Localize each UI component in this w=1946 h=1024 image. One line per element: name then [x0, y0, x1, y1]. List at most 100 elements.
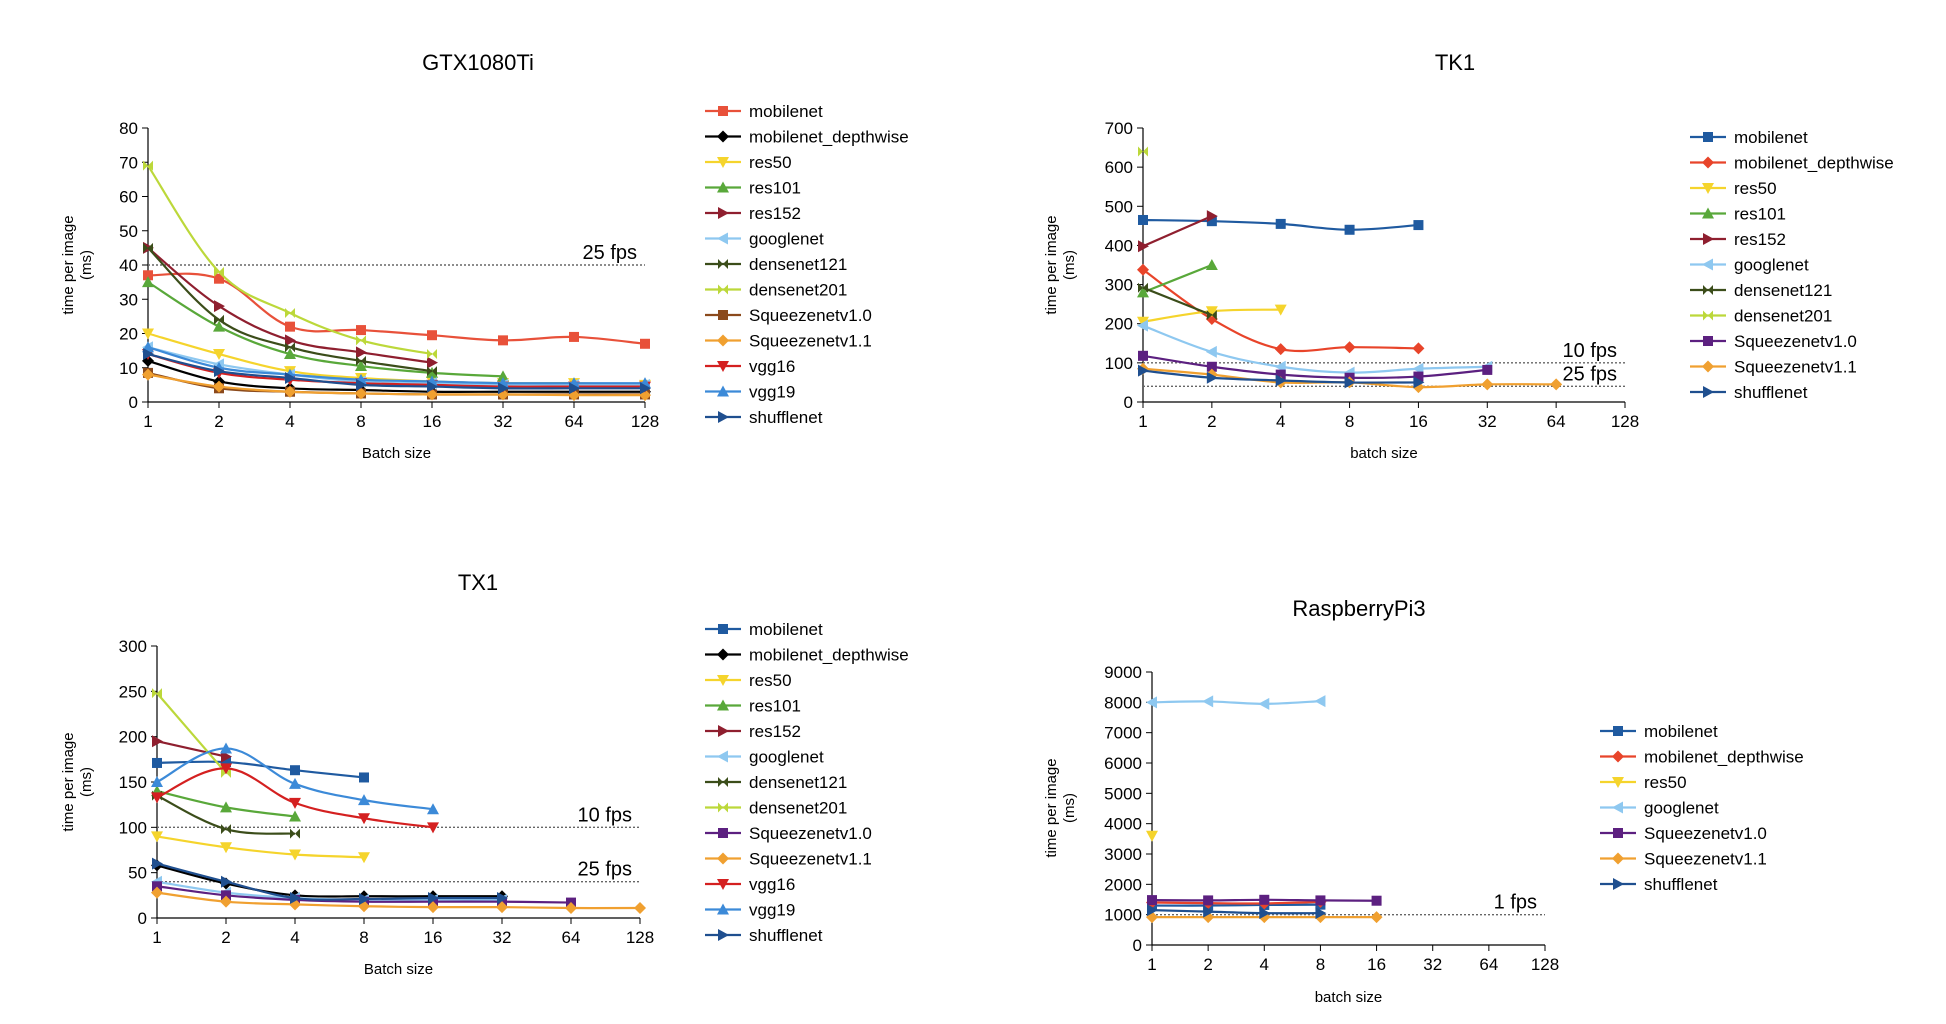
legend-item-vgg16: vgg16 [705, 875, 795, 894]
data-point [151, 776, 163, 787]
x-tick-label: 4 [1260, 955, 1269, 974]
series-shufflenet [143, 348, 651, 395]
data-point [359, 892, 370, 905]
data-point [152, 857, 163, 870]
x-tick-label: 4 [290, 928, 299, 947]
series-squeezenetv1-0 [1147, 894, 1382, 906]
legend-label: res101 [1734, 205, 1786, 224]
legend-marker [1612, 852, 1624, 865]
data-point [151, 792, 163, 804]
data-point [285, 321, 295, 332]
legend-item-squeezenetv1-1: Squeezenetv1.1 [1600, 850, 1767, 869]
legend-item-mobilenet-depthwise: mobilenet_depthwise [705, 646, 909, 665]
legend-marker [718, 929, 729, 941]
chart-tx1: TX1 0 50 100 150 200 250 300 1 2 4 8 16 32 64 128 Batch … [60, 570, 909, 978]
data-point [1138, 214, 1148, 225]
x-tick-label: 4 [285, 412, 294, 431]
x-tick-label: 16 [1409, 412, 1428, 431]
y-tick-label: 60 [119, 188, 138, 207]
series-res101 [151, 785, 301, 822]
data-point [1137, 286, 1149, 298]
data-point [1315, 895, 1326, 906]
data-point [285, 307, 295, 318]
series-line [156, 835, 365, 859]
series-res101 [1137, 259, 1218, 298]
y-tick-label: 50 [119, 222, 138, 241]
series-vgg19 [151, 742, 439, 815]
legend-label: shufflenet [1734, 383, 1808, 402]
data-point [355, 360, 367, 372]
data-point [213, 380, 225, 393]
data-point [151, 886, 163, 899]
series-line [147, 165, 433, 356]
data-point [497, 370, 509, 382]
legend-marker [1702, 360, 1714, 373]
legend-marker [718, 207, 729, 219]
data-point [498, 335, 508, 346]
x-tick-label: 128 [1611, 412, 1639, 431]
data-point [142, 328, 154, 340]
data-point [1315, 907, 1327, 920]
x-tick-label: 128 [631, 412, 659, 431]
y-tick-label: 70 [119, 153, 138, 172]
y-tick-label: 150 [119, 773, 147, 792]
data-point [290, 828, 300, 839]
data-point [152, 757, 162, 768]
y-axis-label: time per image [60, 732, 77, 831]
data-point [1258, 697, 1270, 710]
legend-marker [1703, 336, 1713, 346]
legend-marker [717, 232, 728, 245]
y-tick-label: 2000 [1104, 875, 1142, 894]
legend-item-densenet121: densenet121 [705, 255, 847, 274]
x-axis-label: Batch size [362, 445, 431, 462]
legend-label: shufflenet [1644, 875, 1718, 894]
legend-marker [1703, 285, 1713, 295]
data-point [143, 242, 153, 253]
x-tick-label: 8 [1345, 412, 1354, 431]
legend-marker [718, 259, 728, 269]
data-point [289, 849, 301, 861]
legend-item-shufflenet: shufflenet [705, 408, 823, 427]
legend-item-mobilenet: mobilenet [1600, 722, 1718, 741]
legend-label: res152 [749, 722, 801, 741]
y-tick-label: 200 [119, 728, 147, 747]
x-tick-label: 8 [1316, 955, 1325, 974]
y-axis-label: time per image [1043, 758, 1060, 857]
legend-label: res50 [749, 153, 792, 172]
series-densenet201 [1138, 146, 1148, 157]
x-tick-label: 64 [562, 928, 581, 947]
data-point [1275, 374, 1287, 387]
legend-marker [717, 675, 729, 686]
series-mobilenet [1138, 214, 1424, 235]
y-tick-label: 20 [119, 325, 138, 344]
legend-label: densenet201 [749, 281, 847, 300]
data-point [427, 901, 439, 914]
chart-tk1: TK1 0 100 200 300 400 500 600 700 1 2 4 8 16 32 64 128 ba… [1043, 50, 1894, 462]
data-point [214, 314, 224, 325]
data-point [1138, 364, 1149, 377]
legend-label: googlenet [1644, 799, 1719, 818]
y-tick-label: 300 [119, 637, 147, 656]
x-tick-label: 32 [1478, 412, 1497, 431]
legend-item-googlenet: googlenet [705, 230, 824, 249]
data-point [284, 348, 296, 360]
data-point [151, 831, 163, 843]
legend-label: densenet201 [1734, 307, 1832, 326]
data-point [221, 750, 232, 763]
legend-label: mobilenet [1734, 128, 1808, 147]
data-point [214, 266, 224, 277]
data-point [427, 356, 438, 369]
y-tick-label: 200 [1105, 315, 1133, 334]
legend-label: res101 [749, 697, 801, 716]
legend-item-squeezenetv1-0: Squeezenetv1.0 [705, 306, 872, 325]
y-tick-label: 0 [129, 393, 138, 412]
legend-label: shufflenet [749, 926, 823, 945]
series-line [1142, 286, 1213, 317]
legend-label: Squeezenetv1.1 [1644, 850, 1767, 869]
data-point [1138, 146, 1148, 157]
x-tick-label: 2 [221, 928, 230, 947]
data-point [285, 342, 295, 353]
series-res152 [143, 241, 438, 369]
data-point [1138, 240, 1149, 253]
legend-marker [718, 777, 728, 787]
